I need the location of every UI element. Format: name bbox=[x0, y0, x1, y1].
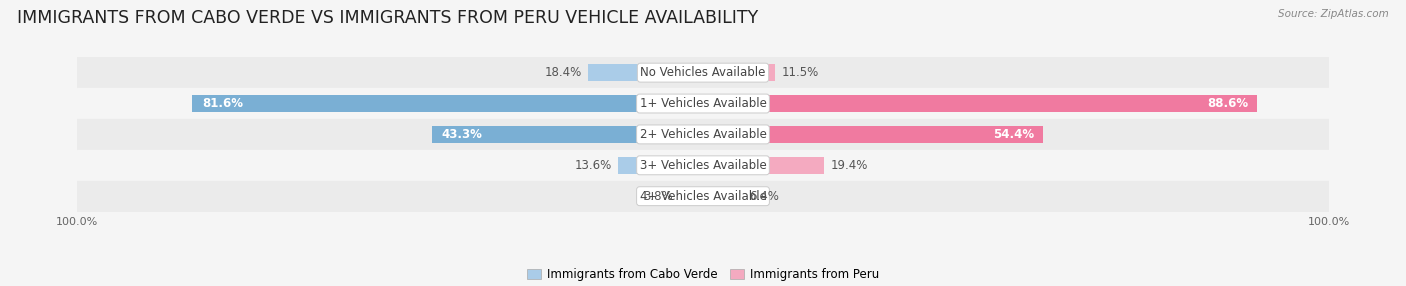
Bar bbox=[77, 119, 1329, 150]
Text: 4+ Vehicles Available: 4+ Vehicles Available bbox=[640, 190, 766, 203]
Text: 13.6%: 13.6% bbox=[575, 159, 612, 172]
Text: 3+ Vehicles Available: 3+ Vehicles Available bbox=[640, 159, 766, 172]
Text: 2+ Vehicles Available: 2+ Vehicles Available bbox=[640, 128, 766, 141]
Bar bbox=[679, 188, 703, 205]
Text: 18.4%: 18.4% bbox=[544, 66, 582, 79]
Bar bbox=[77, 181, 1329, 212]
Text: 1+ Vehicles Available: 1+ Vehicles Available bbox=[640, 97, 766, 110]
Text: IMMIGRANTS FROM CABO VERDE VS IMMIGRANTS FROM PERU VEHICLE AVAILABILITY: IMMIGRANTS FROM CABO VERDE VS IMMIGRANTS… bbox=[17, 9, 758, 27]
Text: 6.4%: 6.4% bbox=[749, 190, 779, 203]
Bar bbox=[703, 126, 1043, 143]
Text: 88.6%: 88.6% bbox=[1206, 97, 1249, 110]
Bar bbox=[703, 95, 1257, 112]
Text: No Vehicles Available: No Vehicles Available bbox=[640, 66, 766, 79]
Bar bbox=[193, 95, 703, 112]
Bar bbox=[703, 157, 824, 174]
Bar bbox=[77, 88, 1329, 119]
Bar bbox=[617, 157, 703, 174]
Bar bbox=[588, 64, 703, 81]
Bar bbox=[432, 126, 703, 143]
Text: 54.4%: 54.4% bbox=[993, 128, 1033, 141]
Text: 3.8%: 3.8% bbox=[644, 190, 673, 203]
Text: 43.3%: 43.3% bbox=[441, 128, 482, 141]
Text: 19.4%: 19.4% bbox=[831, 159, 868, 172]
Bar bbox=[77, 150, 1329, 181]
Text: 81.6%: 81.6% bbox=[202, 97, 243, 110]
Text: Source: ZipAtlas.com: Source: ZipAtlas.com bbox=[1278, 9, 1389, 19]
Legend: Immigrants from Cabo Verde, Immigrants from Peru: Immigrants from Cabo Verde, Immigrants f… bbox=[523, 264, 883, 286]
Bar bbox=[77, 57, 1329, 88]
Bar bbox=[703, 188, 742, 205]
Text: 11.5%: 11.5% bbox=[782, 66, 818, 79]
Bar bbox=[703, 64, 775, 81]
